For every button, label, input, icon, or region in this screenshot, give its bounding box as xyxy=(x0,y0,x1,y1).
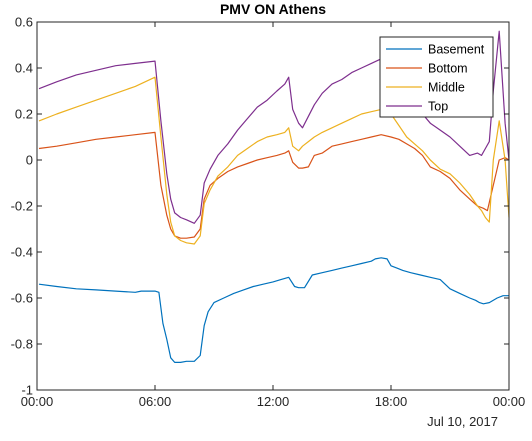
legend-label: Bottom xyxy=(428,62,468,76)
y-tick-label: 0.6 xyxy=(15,15,33,30)
chart-title: PMV ON Athens xyxy=(220,1,326,17)
series-line-top xyxy=(38,30,510,224)
series-line-bottom xyxy=(38,131,510,239)
series-layer xyxy=(38,30,510,363)
series-line-middle xyxy=(38,76,510,245)
x-tick-label: 00:00 xyxy=(21,394,54,409)
x-tick-label: 12:00 xyxy=(257,394,290,409)
y-tick-label: 0 xyxy=(26,153,33,168)
legend-label: Middle xyxy=(428,81,465,95)
x-axis-date-label: Jul 10, 2017 xyxy=(427,414,498,429)
y-tick-label: -0.2 xyxy=(11,199,33,214)
y-tick-label: -0.6 xyxy=(11,291,33,306)
ticks-layer: 00:00 06:00 12:00 18:00 00:00-1-0.8-0.6-0.4-… xyxy=(11,15,526,410)
y-tick-label: -0.4 xyxy=(11,245,33,260)
x-tick-label: 00:00 xyxy=(493,394,526,409)
y-tick-label: -0.8 xyxy=(11,337,33,352)
y-tick-label: 0.4 xyxy=(15,61,33,76)
legend-label: Top xyxy=(428,100,448,114)
series-line-basement xyxy=(38,257,509,363)
y-tick-label: -1 xyxy=(21,383,33,398)
x-tick-label: 18:00 xyxy=(375,394,408,409)
legend: Basement Bottom Middle Top xyxy=(379,36,494,118)
legend-label: Basement xyxy=(428,43,485,57)
x-tick-label: 06:00 xyxy=(139,394,172,409)
legend-box xyxy=(379,36,494,118)
y-tick-label: 0.2 xyxy=(15,107,33,122)
